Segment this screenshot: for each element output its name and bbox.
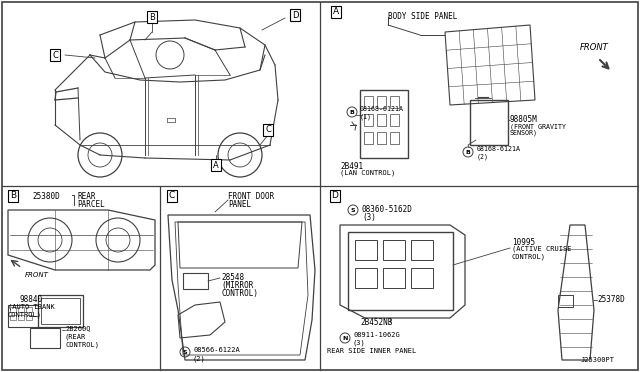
Text: 25378D: 25378D xyxy=(597,295,625,304)
Text: D: D xyxy=(332,192,339,201)
Bar xyxy=(377,96,386,108)
Bar xyxy=(18,315,24,320)
Bar xyxy=(364,96,373,108)
Text: 98840: 98840 xyxy=(20,295,43,304)
Text: CONTROL): CONTROL) xyxy=(512,254,546,260)
Text: (AUTO TRANK: (AUTO TRANK xyxy=(8,303,55,310)
Bar xyxy=(355,268,377,288)
Bar xyxy=(18,307,24,312)
Text: 10995: 10995 xyxy=(512,238,535,247)
Bar xyxy=(470,100,508,145)
Text: (1): (1) xyxy=(360,113,372,119)
Text: 28548: 28548 xyxy=(221,273,244,282)
Text: A: A xyxy=(333,7,339,16)
Bar xyxy=(26,315,32,320)
Text: 2B260Q: 2B260Q xyxy=(65,325,90,331)
Text: 08360-5162D: 08360-5162D xyxy=(362,205,413,214)
Text: 08168-6121A: 08168-6121A xyxy=(360,106,404,112)
Bar xyxy=(355,240,377,260)
Bar xyxy=(364,114,373,126)
Bar xyxy=(377,114,386,126)
Text: B: B xyxy=(10,192,16,201)
Text: C: C xyxy=(169,192,175,201)
Text: REAR: REAR xyxy=(77,192,95,201)
Bar xyxy=(10,307,16,312)
Bar xyxy=(38,295,83,327)
Text: C: C xyxy=(52,51,58,60)
Bar xyxy=(26,307,32,312)
Text: 98805M: 98805M xyxy=(510,115,538,124)
Text: S: S xyxy=(351,208,355,212)
Text: 2B452NB: 2B452NB xyxy=(360,318,392,327)
Text: BODY SIDE PANEL: BODY SIDE PANEL xyxy=(388,12,458,21)
Text: REAR SIDE INNER PANEL: REAR SIDE INNER PANEL xyxy=(327,348,416,354)
Bar xyxy=(360,90,408,158)
Bar xyxy=(383,240,405,260)
Text: (2): (2) xyxy=(193,355,205,362)
Text: A: A xyxy=(213,160,219,170)
Text: 08168-6121A: 08168-6121A xyxy=(477,146,521,152)
Text: (3): (3) xyxy=(353,340,365,346)
Bar xyxy=(10,315,16,320)
Bar xyxy=(411,268,433,288)
Text: S: S xyxy=(182,350,188,355)
Text: CONTROL): CONTROL) xyxy=(65,341,99,347)
Text: (LAN CONTROL): (LAN CONTROL) xyxy=(340,170,396,176)
Bar xyxy=(364,132,373,144)
Bar xyxy=(41,298,80,324)
Text: B: B xyxy=(349,109,355,115)
Text: FRONT DOOR: FRONT DOOR xyxy=(228,192,275,201)
Text: (ACTIVE CRUISE: (ACTIVE CRUISE xyxy=(512,246,572,253)
Text: (FRONT GRAVITY: (FRONT GRAVITY xyxy=(510,123,566,129)
Text: (REAR: (REAR xyxy=(65,333,86,340)
Text: 25380D: 25380D xyxy=(32,192,60,201)
Text: D: D xyxy=(292,10,298,19)
Text: 08911-1062G: 08911-1062G xyxy=(353,332,400,338)
Text: N: N xyxy=(342,336,348,340)
Bar xyxy=(183,273,208,289)
Text: FRONT: FRONT xyxy=(25,272,49,278)
Bar xyxy=(558,295,573,307)
Bar xyxy=(30,328,60,348)
Text: CONTROL): CONTROL) xyxy=(8,311,42,317)
Bar xyxy=(390,96,399,108)
Bar xyxy=(8,305,38,327)
Text: J25300PT: J25300PT xyxy=(581,357,615,363)
Bar xyxy=(390,132,399,144)
Bar xyxy=(377,132,386,144)
Bar xyxy=(411,240,433,260)
Bar xyxy=(348,232,453,310)
Text: FRONT: FRONT xyxy=(580,44,609,52)
Text: PARCEL: PARCEL xyxy=(77,200,105,209)
Bar xyxy=(383,268,405,288)
Text: (MIRROR: (MIRROR xyxy=(221,281,253,290)
Text: B: B xyxy=(149,13,155,22)
Text: B: B xyxy=(465,150,470,154)
Text: CONTROL): CONTROL) xyxy=(221,289,258,298)
Text: PANEL: PANEL xyxy=(228,200,251,209)
Text: (3): (3) xyxy=(362,213,376,222)
Text: 2B491: 2B491 xyxy=(340,162,363,171)
Text: 08566-6122A: 08566-6122A xyxy=(193,347,240,353)
Text: SENSOR): SENSOR) xyxy=(510,130,538,137)
Text: (2): (2) xyxy=(477,153,489,160)
Text: C: C xyxy=(265,125,271,135)
Bar xyxy=(390,114,399,126)
